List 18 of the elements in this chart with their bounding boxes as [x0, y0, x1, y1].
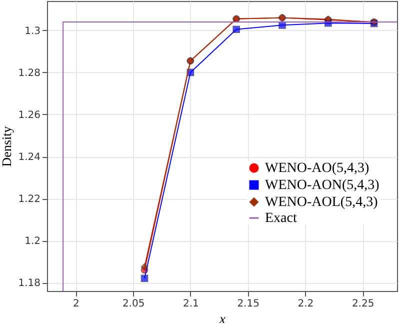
y-tick-label: 1.26 [18, 110, 40, 121]
x-tick-label: 2.1 [182, 298, 199, 310]
legend-label: WENO-AOL(5,4,3) [265, 195, 378, 210]
y-tick-label: 1.22 [18, 194, 40, 206]
y-tick-label: 1.2 [24, 236, 40, 248]
x-tick-label: 2.2 [298, 298, 314, 310]
legend-label: WENO-AO(5,4,3) [265, 161, 370, 176]
legend-label: Exact [265, 211, 297, 226]
legend-label: WENO-AON(5,4,3) [265, 178, 380, 193]
y-axis-title: Density [0, 126, 14, 167]
y-tick-label: 1.3 [24, 26, 40, 37]
y-tick-label: 1.28 [18, 68, 40, 79]
y-tick-label: 1.18 [18, 278, 40, 290]
x-tick-label: 2.15 [237, 298, 260, 310]
x-tick-label: 2.25 [352, 298, 374, 310]
x-tick-label: 2 [73, 298, 80, 310]
x-tick-label: 2.05 [122, 298, 145, 310]
y-tick-label: 1.24 [18, 152, 40, 164]
